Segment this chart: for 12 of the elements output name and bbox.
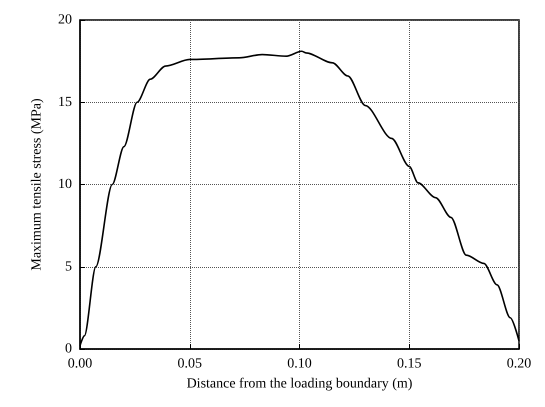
x-tick-label: 0.00 (68, 356, 92, 372)
x-tick-label: 0.05 (178, 356, 202, 372)
y-tick-label: 20 (58, 12, 72, 28)
x-axis-title: Distance from the loading boundary (m) (186, 376, 413, 392)
y-axis-title: Maximum tensile stress (MPa) (30, 98, 44, 271)
x-tick-label: 0.15 (397, 356, 422, 372)
y-tick-label: 10 (58, 177, 72, 192)
y-tick-label: 5 (65, 259, 72, 274)
x-tick-label: 0.20 (506, 356, 532, 372)
y-tick-label: 15 (58, 94, 72, 110)
x-tick-label: 0.10 (287, 356, 312, 372)
y-tick-label: 0 (65, 342, 72, 356)
